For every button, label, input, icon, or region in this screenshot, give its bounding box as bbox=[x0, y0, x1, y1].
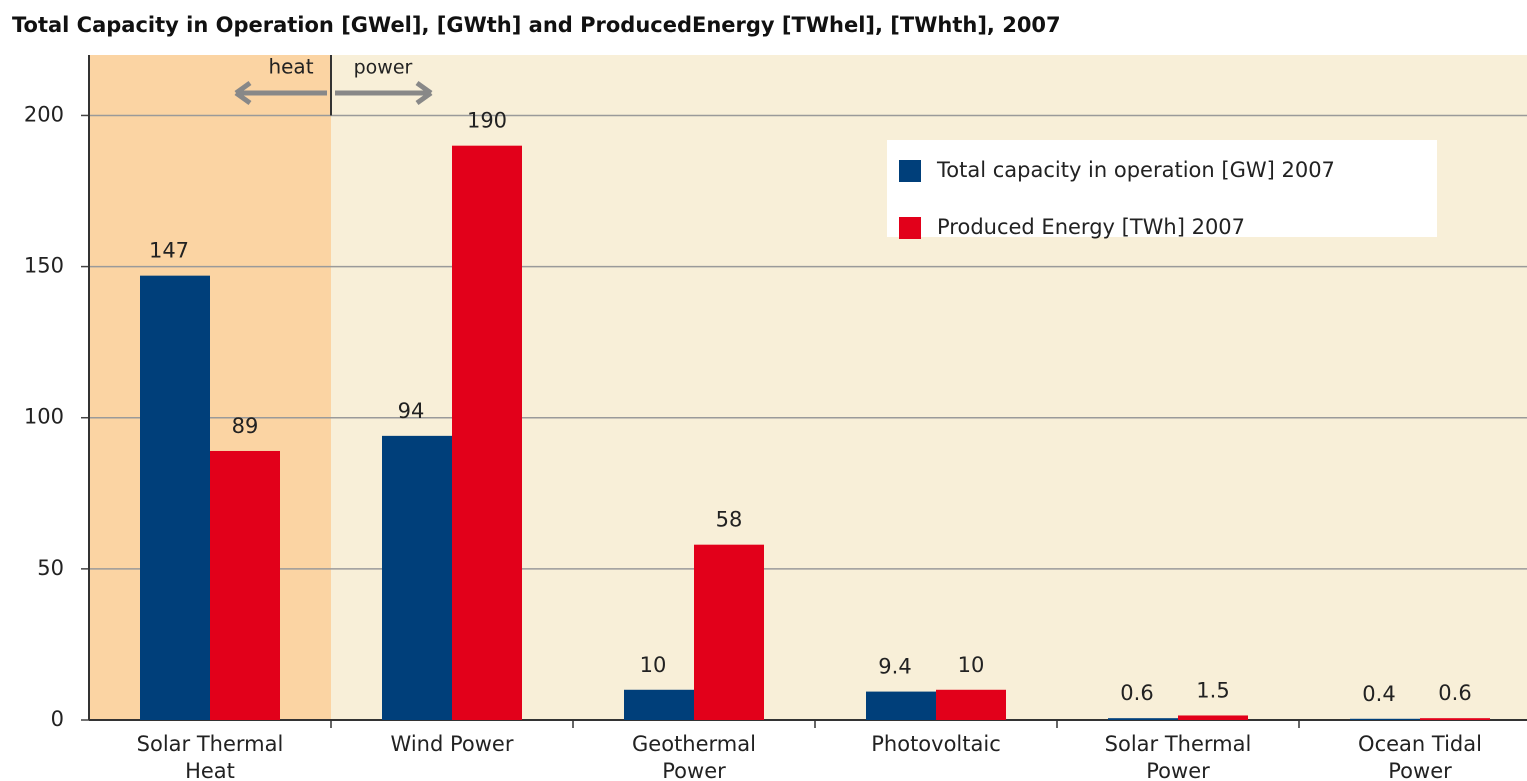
arrow bbox=[234, 80, 327, 106]
legend-swatch bbox=[899, 217, 921, 239]
bar bbox=[694, 544, 764, 720]
bar bbox=[382, 435, 452, 720]
bar bbox=[140, 275, 210, 720]
value-label: 9.4 bbox=[878, 655, 911, 679]
x-tick-label: Ocean Tidal Power bbox=[1358, 732, 1482, 781]
value-label: 0.6 bbox=[1438, 681, 1471, 705]
chart-title: Total Capacity in Operation [GWel], [GWt… bbox=[12, 13, 1061, 37]
y-tick-label: 100 bbox=[24, 405, 64, 429]
x-tick-label: Geothermal Power bbox=[632, 732, 756, 781]
value-label: 10 bbox=[640, 653, 667, 677]
bar bbox=[624, 689, 694, 720]
legend-swatch bbox=[899, 160, 921, 182]
y-tick-label: 200 bbox=[24, 102, 64, 126]
value-label: 0.4 bbox=[1362, 682, 1395, 706]
bar bbox=[1178, 715, 1248, 720]
x-tick-label: Wind Power bbox=[391, 732, 514, 756]
value-label: 0.6 bbox=[1120, 681, 1153, 705]
legend-box bbox=[887, 140, 1437, 237]
annotation: heat bbox=[268, 55, 313, 79]
arrow bbox=[335, 80, 433, 106]
value-label: 147 bbox=[149, 239, 189, 263]
value-label: 94 bbox=[398, 399, 425, 423]
y-tick-label: 0 bbox=[51, 707, 64, 731]
bar bbox=[866, 691, 936, 720]
bar bbox=[1420, 718, 1490, 720]
bar bbox=[936, 689, 1006, 720]
value-label: 58 bbox=[716, 508, 743, 532]
bar bbox=[210, 450, 280, 720]
x-tick-label: Solar Thermal Power bbox=[1105, 732, 1252, 781]
annotation: power bbox=[354, 57, 413, 79]
value-label: 1.5 bbox=[1196, 678, 1229, 702]
bar bbox=[1350, 718, 1420, 720]
value-label: 89 bbox=[232, 414, 259, 438]
bar bbox=[452, 145, 522, 720]
value-label: 190 bbox=[467, 109, 507, 133]
value-label: 10 bbox=[958, 653, 985, 677]
y-tick-label: 150 bbox=[24, 254, 64, 278]
x-tick-label: Solar Thermal Heat bbox=[137, 732, 284, 781]
x-tick-label: Photovoltaic bbox=[871, 732, 1001, 756]
bar bbox=[1108, 718, 1178, 720]
legend-label: Produced Energy [TWh] 2007 bbox=[937, 215, 1245, 239]
y-tick-label: 50 bbox=[37, 556, 64, 580]
legend-label: Total capacity in operation [GW] 2007 bbox=[936, 158, 1335, 182]
